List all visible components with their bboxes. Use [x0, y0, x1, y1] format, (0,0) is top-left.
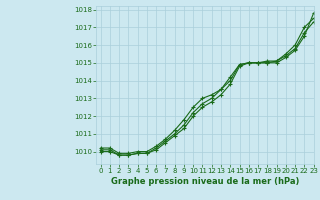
X-axis label: Graphe pression niveau de la mer (hPa): Graphe pression niveau de la mer (hPa) [111, 177, 299, 186]
